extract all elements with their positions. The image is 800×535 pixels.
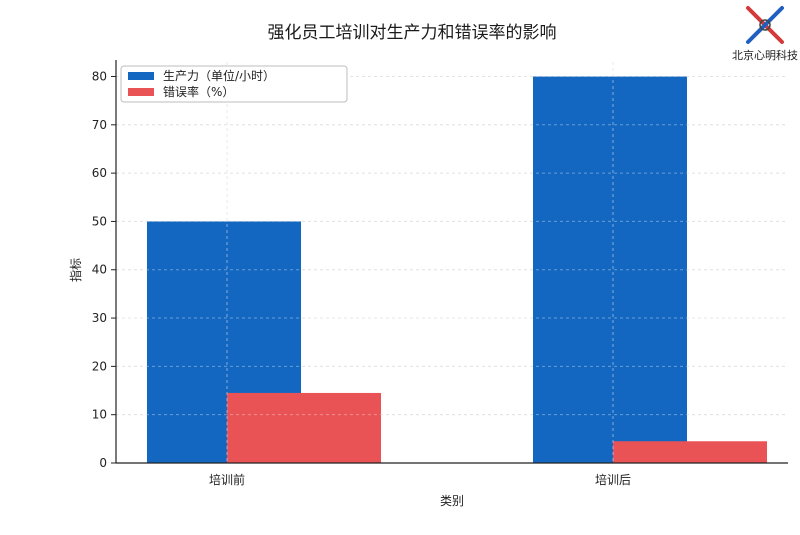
bar-error-rate [613, 441, 767, 463]
y-tick-label: 30 [92, 311, 107, 325]
y-tick-label: 70 [92, 118, 107, 132]
bar-error-rate [227, 392, 381, 463]
legend-swatch-error-rate [128, 88, 154, 96]
legend-box [120, 65, 348, 103]
y-tick-label: 0 [99, 456, 107, 470]
x-tick-label: 培训后 [595, 472, 631, 487]
axes: 0 10 20 30 40 50 60 70 80 培训前 培训后 [92, 60, 788, 487]
legend-swatch-productivity [128, 72, 154, 80]
legend-label-error-rate: 错误率（%） [163, 84, 234, 99]
bar-productivity [533, 76, 687, 464]
y-tick-label: 40 [92, 263, 107, 277]
y-tick-label: 50 [92, 214, 107, 228]
brand-logo: 北京心明科技 [732, 6, 798, 62]
y-tick-label: 80 [92, 69, 107, 83]
logo-text: 北京心明科技 [732, 48, 798, 62]
legend: 生产力（单位/小时） 错误率（%） [120, 65, 348, 103]
y-axis-label: 指标 [68, 258, 83, 282]
chart-title: 强化员工培训对生产力和错误率的影响 [268, 23, 557, 43]
bars [116, 62, 788, 464]
y-tick-label: 60 [92, 166, 107, 180]
y-tick-label: 20 [92, 359, 107, 373]
logo-mark-icon [746, 6, 784, 44]
legend-label-productivity: 生产力（单位/小时） [163, 68, 275, 83]
x-tick-label: 培训前 [209, 472, 245, 487]
y-tick-label: 10 [92, 408, 107, 422]
x-axis-label: 类别 [440, 494, 464, 508]
